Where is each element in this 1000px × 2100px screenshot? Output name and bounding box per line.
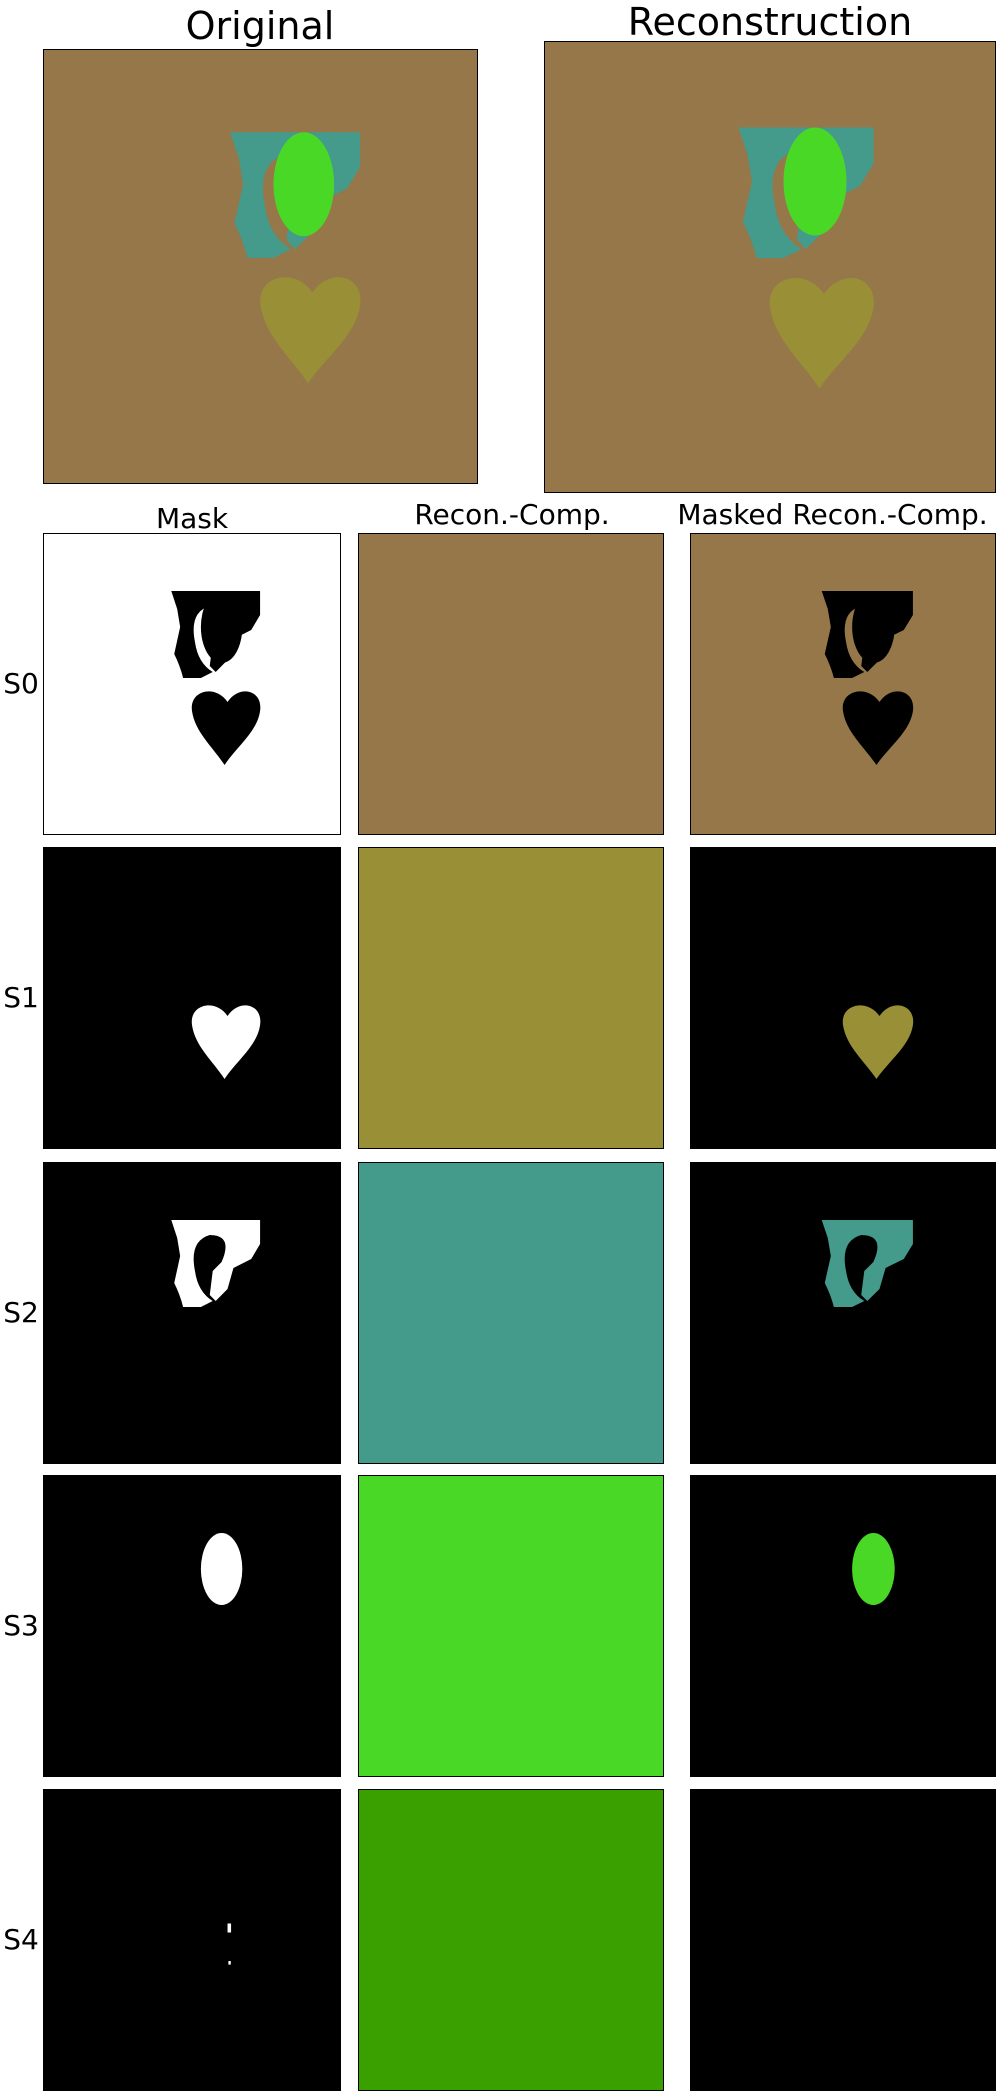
slot-recon-comp-image (358, 1475, 664, 1777)
original-scene (44, 50, 477, 483)
slot-label: S0 (3, 667, 39, 700)
slot-recon-comp-image (358, 847, 664, 1149)
column-title-masked-recon-comp: Masked Recon.-Comp. (677, 498, 988, 531)
heart-shape (769, 278, 874, 389)
title-reconstruction: Reconstruction (627, 0, 913, 44)
slot-mask-image (43, 847, 341, 1149)
slot-mask-image (43, 1475, 341, 1777)
slot-masked-recon-comp-image (690, 1789, 996, 2091)
slot-label: S2 (3, 1296, 39, 1329)
slot-masked-recon-comp-image (690, 847, 996, 1149)
slot-recon-comp-image (358, 533, 664, 835)
slot-masked-recon-comp-image (690, 533, 996, 835)
reconstruction-scene (545, 42, 995, 492)
slot-recon-comp-image (358, 1162, 664, 1464)
slot-mask-image (43, 533, 341, 835)
reconstruction-image (544, 41, 996, 493)
slot-label: S3 (3, 1609, 39, 1642)
column-title-mask: Mask (155, 502, 229, 535)
slot-masked-recon-comp-image (690, 1475, 996, 1777)
slot-mask-image (43, 1162, 341, 1464)
heart-shape (260, 277, 361, 384)
slot-mask-image (43, 1789, 341, 2091)
slot-recon-comp-image (358, 1789, 664, 2091)
column-title-recon-comp: Recon.-Comp. (414, 498, 610, 531)
title-original: Original (185, 4, 335, 48)
slot-masked-recon-comp-image (690, 1162, 996, 1464)
slot-label: S1 (3, 981, 39, 1014)
green-ellipse (783, 127, 847, 236)
original-image (43, 49, 478, 484)
slot-label: S4 (3, 1923, 39, 1956)
green-ellipse (273, 132, 335, 237)
